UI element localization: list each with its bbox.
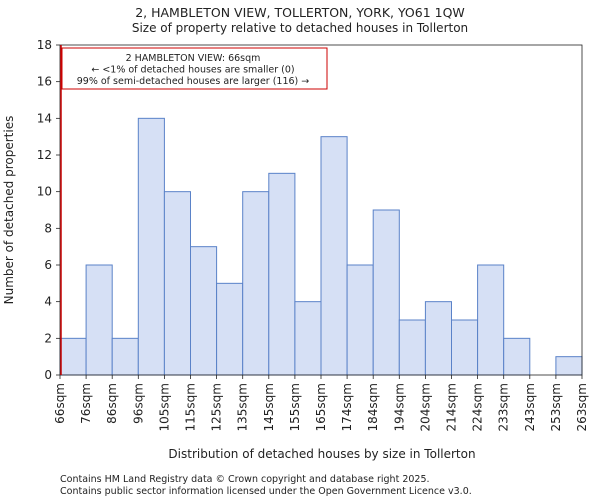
bar-125sqm	[216, 282, 244, 376]
x-tick-label: 135sqm	[236, 383, 250, 431]
x-tick-label: 243sqm	[523, 383, 537, 431]
bar-76sqm	[85, 264, 113, 376]
annotation-line-3: 99% of semi-detached houses are larger (…	[77, 76, 310, 87]
bar-115sqm	[190, 246, 218, 376]
y-tick-label: 14	[37, 111, 52, 125]
y-tick-label: 6	[44, 258, 52, 272]
y-tick-label: 18	[37, 38, 52, 52]
y-tick-label: 12	[37, 148, 52, 162]
x-tick-label: 224sqm	[471, 383, 485, 431]
chart-subtitle: Size of property relative to detached ho…	[132, 21, 468, 35]
x-tick-label: 155sqm	[288, 383, 302, 431]
y-axis-label: Number of detached properties	[2, 116, 16, 305]
annotation-frame	[61, 47, 328, 90]
chart-title: 2, HAMBLETON VIEW, TOLLERTON, YORK, YO61…	[135, 5, 465, 20]
plot-frame	[59, 44, 583, 376]
x-tick-label: 263sqm	[575, 383, 589, 431]
bar-204sqm	[424, 301, 452, 376]
x-tick-label: 86sqm	[105, 383, 119, 424]
x-tick-label: 66sqm	[53, 383, 67, 424]
x-tick-label: 105sqm	[157, 383, 171, 431]
x-tick-label: 214sqm	[445, 383, 459, 431]
x-axis: 66sqm 76sqm 86sqm 96sqm 105sqm 115sqm 125sqm 13…	[53, 375, 589, 431]
bar-184sqm	[372, 209, 400, 376]
annotation-box: 2 HAMBLETON VIEW: 66sqm ← <1% of detache…	[61, 47, 328, 90]
y-tick-label: 16	[37, 75, 52, 89]
x-tick-label: 184sqm	[366, 383, 380, 431]
x-tick-label: 96sqm	[131, 383, 145, 424]
bar-165sqm	[320, 136, 348, 376]
x-axis-label: Distribution of detached houses by size …	[168, 447, 475, 461]
y-tick-label: 8	[44, 221, 52, 235]
x-tick-label: 115sqm	[184, 383, 198, 431]
y-tick-label: 2	[44, 331, 52, 345]
bar-66sqm	[59, 337, 87, 376]
bar-96sqm	[137, 117, 165, 376]
x-tick-label: 194sqm	[392, 383, 406, 431]
bar-155sqm	[294, 301, 322, 376]
bar-145sqm	[268, 172, 296, 376]
x-tick-label: 233sqm	[497, 383, 511, 431]
x-tick-label: 253sqm	[549, 383, 563, 431]
y-axis: 0 2 4 6 8 10 12 14 16 18	[37, 38, 60, 382]
bar-214sqm	[451, 319, 479, 376]
bar-233sqm	[503, 337, 531, 376]
bar-224sqm	[477, 264, 505, 376]
x-tick-label: 145sqm	[262, 383, 276, 431]
y-tick-label: 10	[37, 185, 52, 199]
bar-253sqm	[555, 356, 583, 376]
footer-line-2: Contains public sector information licen…	[60, 486, 472, 497]
bar-174sqm	[346, 264, 374, 376]
footer-line-1: Contains HM Land Registry data © Crown c…	[60, 474, 430, 485]
y-tick-label: 0	[44, 368, 52, 382]
x-tick-label: 204sqm	[418, 383, 432, 431]
annotation-line-2: ← <1% of detached houses are smaller (0)	[91, 65, 294, 76]
x-tick-label: 125sqm	[210, 383, 224, 431]
bar-135sqm	[242, 191, 270, 376]
x-tick-label: 174sqm	[340, 383, 354, 431]
bar-194sqm	[398, 319, 426, 376]
bar-105sqm	[163, 191, 191, 376]
annotation-line-1: 2 HAMBLETON VIEW: 66sqm	[126, 53, 261, 64]
y-tick-label: 4	[44, 295, 52, 309]
x-tick-label: 76sqm	[79, 383, 93, 424]
bar-86sqm	[111, 337, 139, 376]
x-tick-label: 165sqm	[314, 383, 328, 431]
bars-group	[59, 117, 583, 376]
